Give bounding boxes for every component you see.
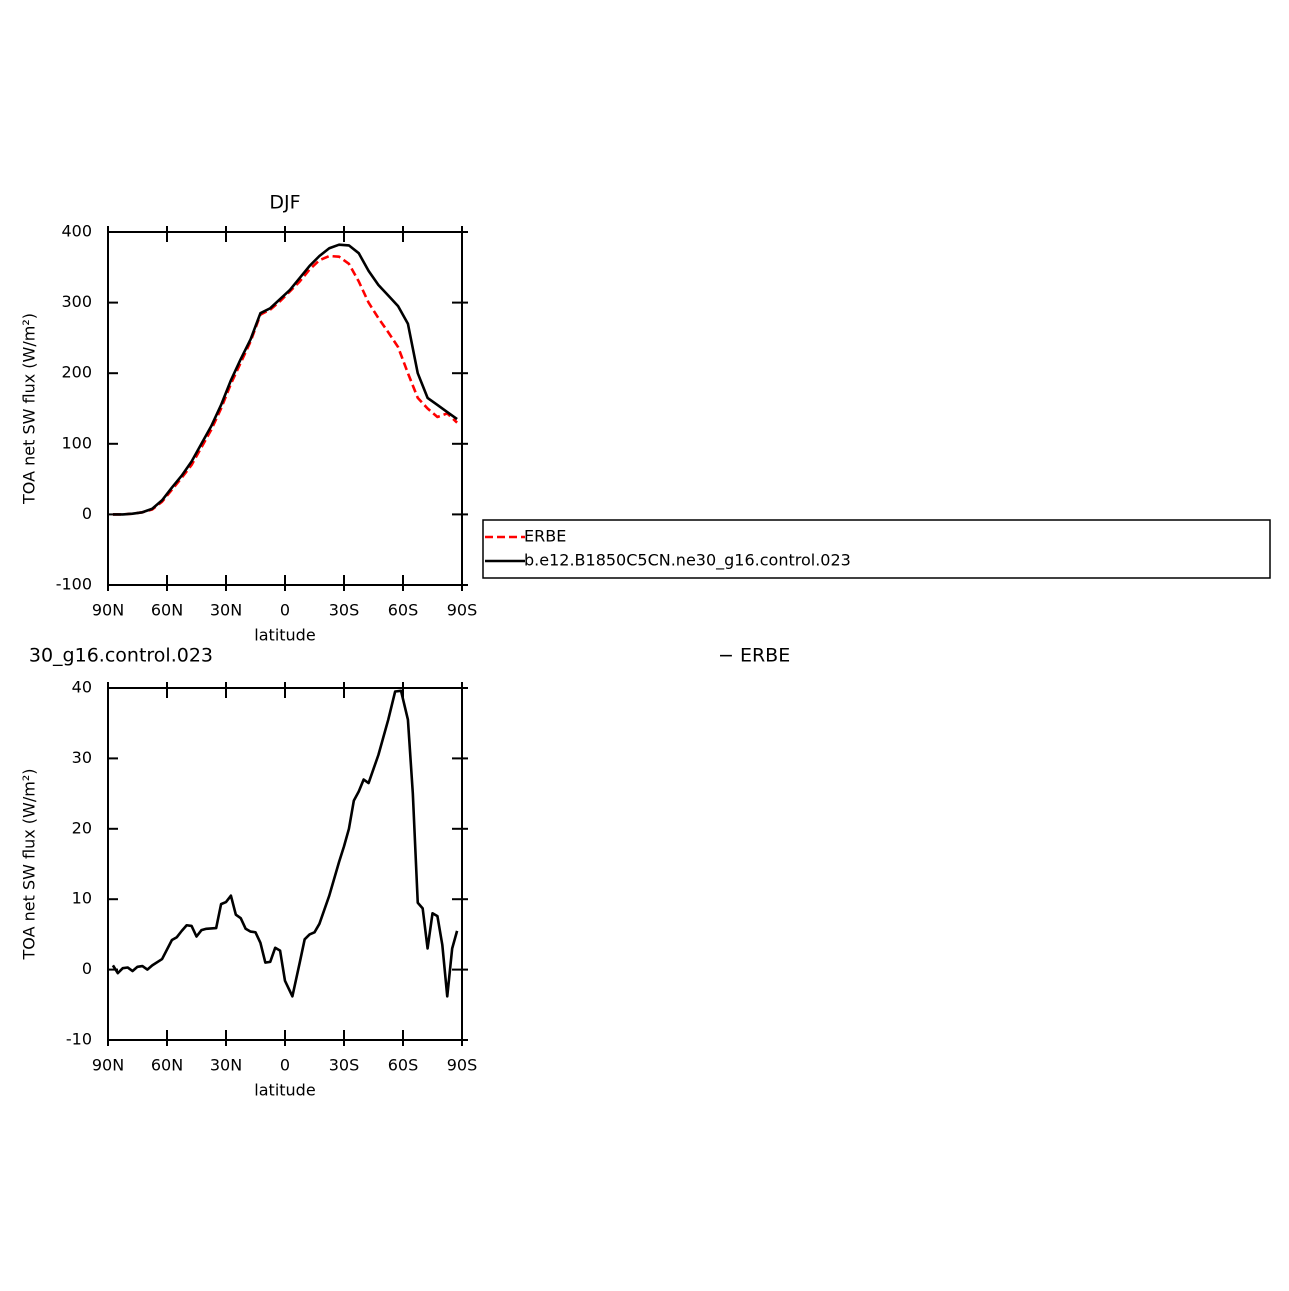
legend-label: b.e12.B1850C5CN.ne30_g16.control.023 bbox=[524, 551, 851, 571]
y-tick-label: -10 bbox=[66, 1030, 92, 1049]
x-tick-label: 30N bbox=[210, 1056, 242, 1075]
right-title: − ERBE bbox=[718, 645, 790, 667]
y-axis-label: TOA net SW flux (W/m²) bbox=[20, 313, 39, 505]
y-tick-label: 100 bbox=[61, 433, 92, 452]
x-tick-label: 60S bbox=[388, 601, 419, 620]
plot-frame bbox=[107, 231, 463, 586]
y-tick-label: 0 bbox=[82, 504, 92, 523]
x-tick-label: 90N bbox=[92, 1056, 124, 1075]
y-tick-label: 40 bbox=[72, 678, 92, 697]
y-tick-label: 30 bbox=[72, 748, 92, 767]
y-tick-label: 0 bbox=[82, 959, 92, 978]
x-tick-label: 90S bbox=[447, 1056, 478, 1075]
x-tick-label: 60S bbox=[388, 1056, 419, 1075]
x-tick-label: 30S bbox=[329, 1056, 360, 1075]
chart-title: DJF bbox=[269, 192, 300, 214]
x-tick-label: 0 bbox=[280, 601, 290, 620]
x-axis-label: latitude bbox=[254, 626, 315, 645]
data-line bbox=[112, 243, 458, 516]
y-tick-label: 200 bbox=[61, 363, 92, 382]
x-tick-label: 30N bbox=[210, 601, 242, 620]
x-tick-label: 90N bbox=[92, 601, 124, 620]
y-tick-label: 10 bbox=[72, 889, 92, 908]
y-tick-label: -100 bbox=[56, 575, 92, 594]
x-tick-label: 30S bbox=[329, 601, 360, 620]
legend-box bbox=[482, 519, 1271, 579]
left-title: 30_g16.control.023 bbox=[29, 645, 213, 667]
data-line bbox=[111, 689, 459, 998]
legend-label: ERBE bbox=[524, 527, 566, 546]
x-tick-label: 60N bbox=[151, 1056, 183, 1075]
x-tick-label: 90S bbox=[447, 601, 478, 620]
x-tick-label: 60N bbox=[151, 601, 183, 620]
x-axis-label: latitude bbox=[254, 1081, 315, 1100]
y-tick-label: 300 bbox=[61, 292, 92, 311]
y-axis-label: TOA net SW flux (W/m²) bbox=[20, 769, 39, 961]
y-tick-label: 20 bbox=[72, 818, 92, 837]
x-tick-label: 0 bbox=[280, 1056, 290, 1075]
y-tick-label: 400 bbox=[61, 222, 92, 241]
